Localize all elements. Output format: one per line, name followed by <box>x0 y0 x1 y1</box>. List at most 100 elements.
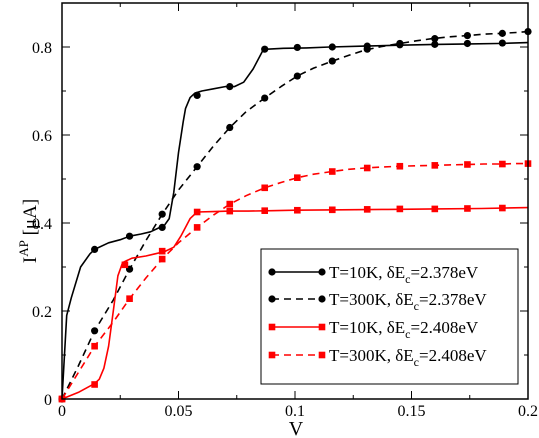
data-point <box>158 255 166 263</box>
data-point <box>431 162 439 169</box>
legend-swatch-marker <box>318 295 326 303</box>
data-point <box>294 174 301 181</box>
data-point <box>499 160 506 168</box>
data-point <box>431 205 439 213</box>
tick-layer: 0 0.05 0.1 0.15 0.2 0 0.2 0.4 0.6 0.8 <box>32 2 538 420</box>
data-point <box>293 72 301 80</box>
data-point <box>91 327 99 335</box>
legend-label-main: T=10K, δE <box>329 318 405 337</box>
data-point <box>91 245 99 253</box>
data-point <box>126 295 133 302</box>
data-point <box>328 43 336 51</box>
data-point <box>431 40 439 48</box>
series-line <box>61 206 529 400</box>
data-point <box>226 123 234 132</box>
legend-label-main: T=300K, δE <box>329 290 414 309</box>
data-point <box>91 381 98 388</box>
legend-label: T=10K, δEc=2.408eV <box>329 318 479 341</box>
legend-swatch-marker <box>268 295 276 303</box>
y-axis-label-superscript: AP <box>16 240 31 257</box>
data-point <box>261 45 269 53</box>
y-tick-label: 0.8 <box>32 40 52 57</box>
legend-label-main: T=300K, δE <box>329 346 414 365</box>
legend-swatch-marker <box>268 323 276 331</box>
legend-swatch-marker <box>268 268 276 276</box>
data-point <box>193 224 201 231</box>
data-point <box>499 204 506 212</box>
data-point <box>226 200 234 208</box>
legend-entry: T=300K, δEc=2.378eV <box>268 290 487 313</box>
data-point <box>261 207 269 214</box>
data-point <box>363 206 371 213</box>
series-0 <box>58 39 529 403</box>
legend-label-subscript: c <box>414 355 419 369</box>
legend-label-subscript: c <box>405 272 410 286</box>
data-point <box>463 39 472 48</box>
y-axis-label-main: I <box>20 257 41 263</box>
y-tick-label: 0.4 <box>32 216 52 233</box>
y-axis-label: IAP [μA] <box>16 199 41 263</box>
data-point <box>121 261 129 269</box>
data-point <box>463 31 472 40</box>
y-axis-label-unit: [μA] <box>20 199 41 240</box>
data-point <box>158 247 166 255</box>
legend-label-tail: =2.408eV <box>410 318 478 337</box>
data-point <box>464 161 471 168</box>
data-point <box>193 208 201 216</box>
legend-label: T=300K, δEc=2.408eV <box>329 346 487 369</box>
data-point <box>294 206 301 214</box>
data-point <box>193 91 201 99</box>
data-point <box>431 35 439 43</box>
data-point <box>261 94 269 102</box>
legend-swatch-marker <box>318 268 326 276</box>
legend-label-tail: =2.408eV <box>419 346 487 365</box>
series-2 <box>58 204 529 403</box>
data-point <box>363 164 371 172</box>
x-tick-label: 0.05 <box>165 403 193 420</box>
data-point <box>464 205 471 212</box>
legend-entry: T=300K, δEc=2.408eV <box>268 346 487 369</box>
data-point <box>328 206 336 214</box>
legend-swatch-marker <box>318 351 326 359</box>
legend-entry: T=10K, δEc=2.378eV <box>268 263 479 286</box>
data-point <box>498 39 506 47</box>
data-point <box>328 168 336 175</box>
data-point <box>293 43 301 52</box>
legend-label: T=10K, δEc=2.378eV <box>329 263 479 286</box>
x-tick-label: 0.2 <box>518 403 538 420</box>
x-tick-label: 0.15 <box>398 403 426 420</box>
data-point <box>193 163 201 171</box>
data-point <box>328 57 336 65</box>
data-point <box>91 342 98 350</box>
legend-label-tail: =2.378eV <box>419 290 487 309</box>
data-point <box>158 223 166 231</box>
data-point <box>396 39 404 48</box>
data-point <box>226 207 234 215</box>
series-line <box>61 30 529 400</box>
series-line <box>61 162 528 400</box>
data-point <box>363 45 371 53</box>
data-point <box>396 205 404 213</box>
x-axis-label: V <box>289 418 304 438</box>
legend-label-main: T=10K, δE <box>329 263 405 282</box>
data-point <box>261 184 269 192</box>
legend-entry: T=10K, δEc=2.408eV <box>268 318 479 341</box>
data-point <box>125 232 134 240</box>
plot-layer <box>58 28 532 403</box>
data-point <box>158 210 166 218</box>
y-tick-label: 0.6 <box>32 128 52 145</box>
y-tick-label: 0 <box>44 392 52 409</box>
legend-swatch-marker <box>318 323 326 331</box>
x-tick-label: 0.1 <box>285 403 305 420</box>
y-tick-label: 0.2 <box>32 304 52 321</box>
legend-label: T=300K, δEc=2.378eV <box>329 290 487 313</box>
legend-label-subscript: c <box>414 299 419 313</box>
x-tick-label: 0 <box>58 403 66 420</box>
data-point <box>226 83 234 91</box>
legend-swatch-marker <box>268 351 276 359</box>
data-point <box>396 162 404 170</box>
legend-label-subscript: c <box>405 327 410 341</box>
data-point <box>498 29 506 37</box>
